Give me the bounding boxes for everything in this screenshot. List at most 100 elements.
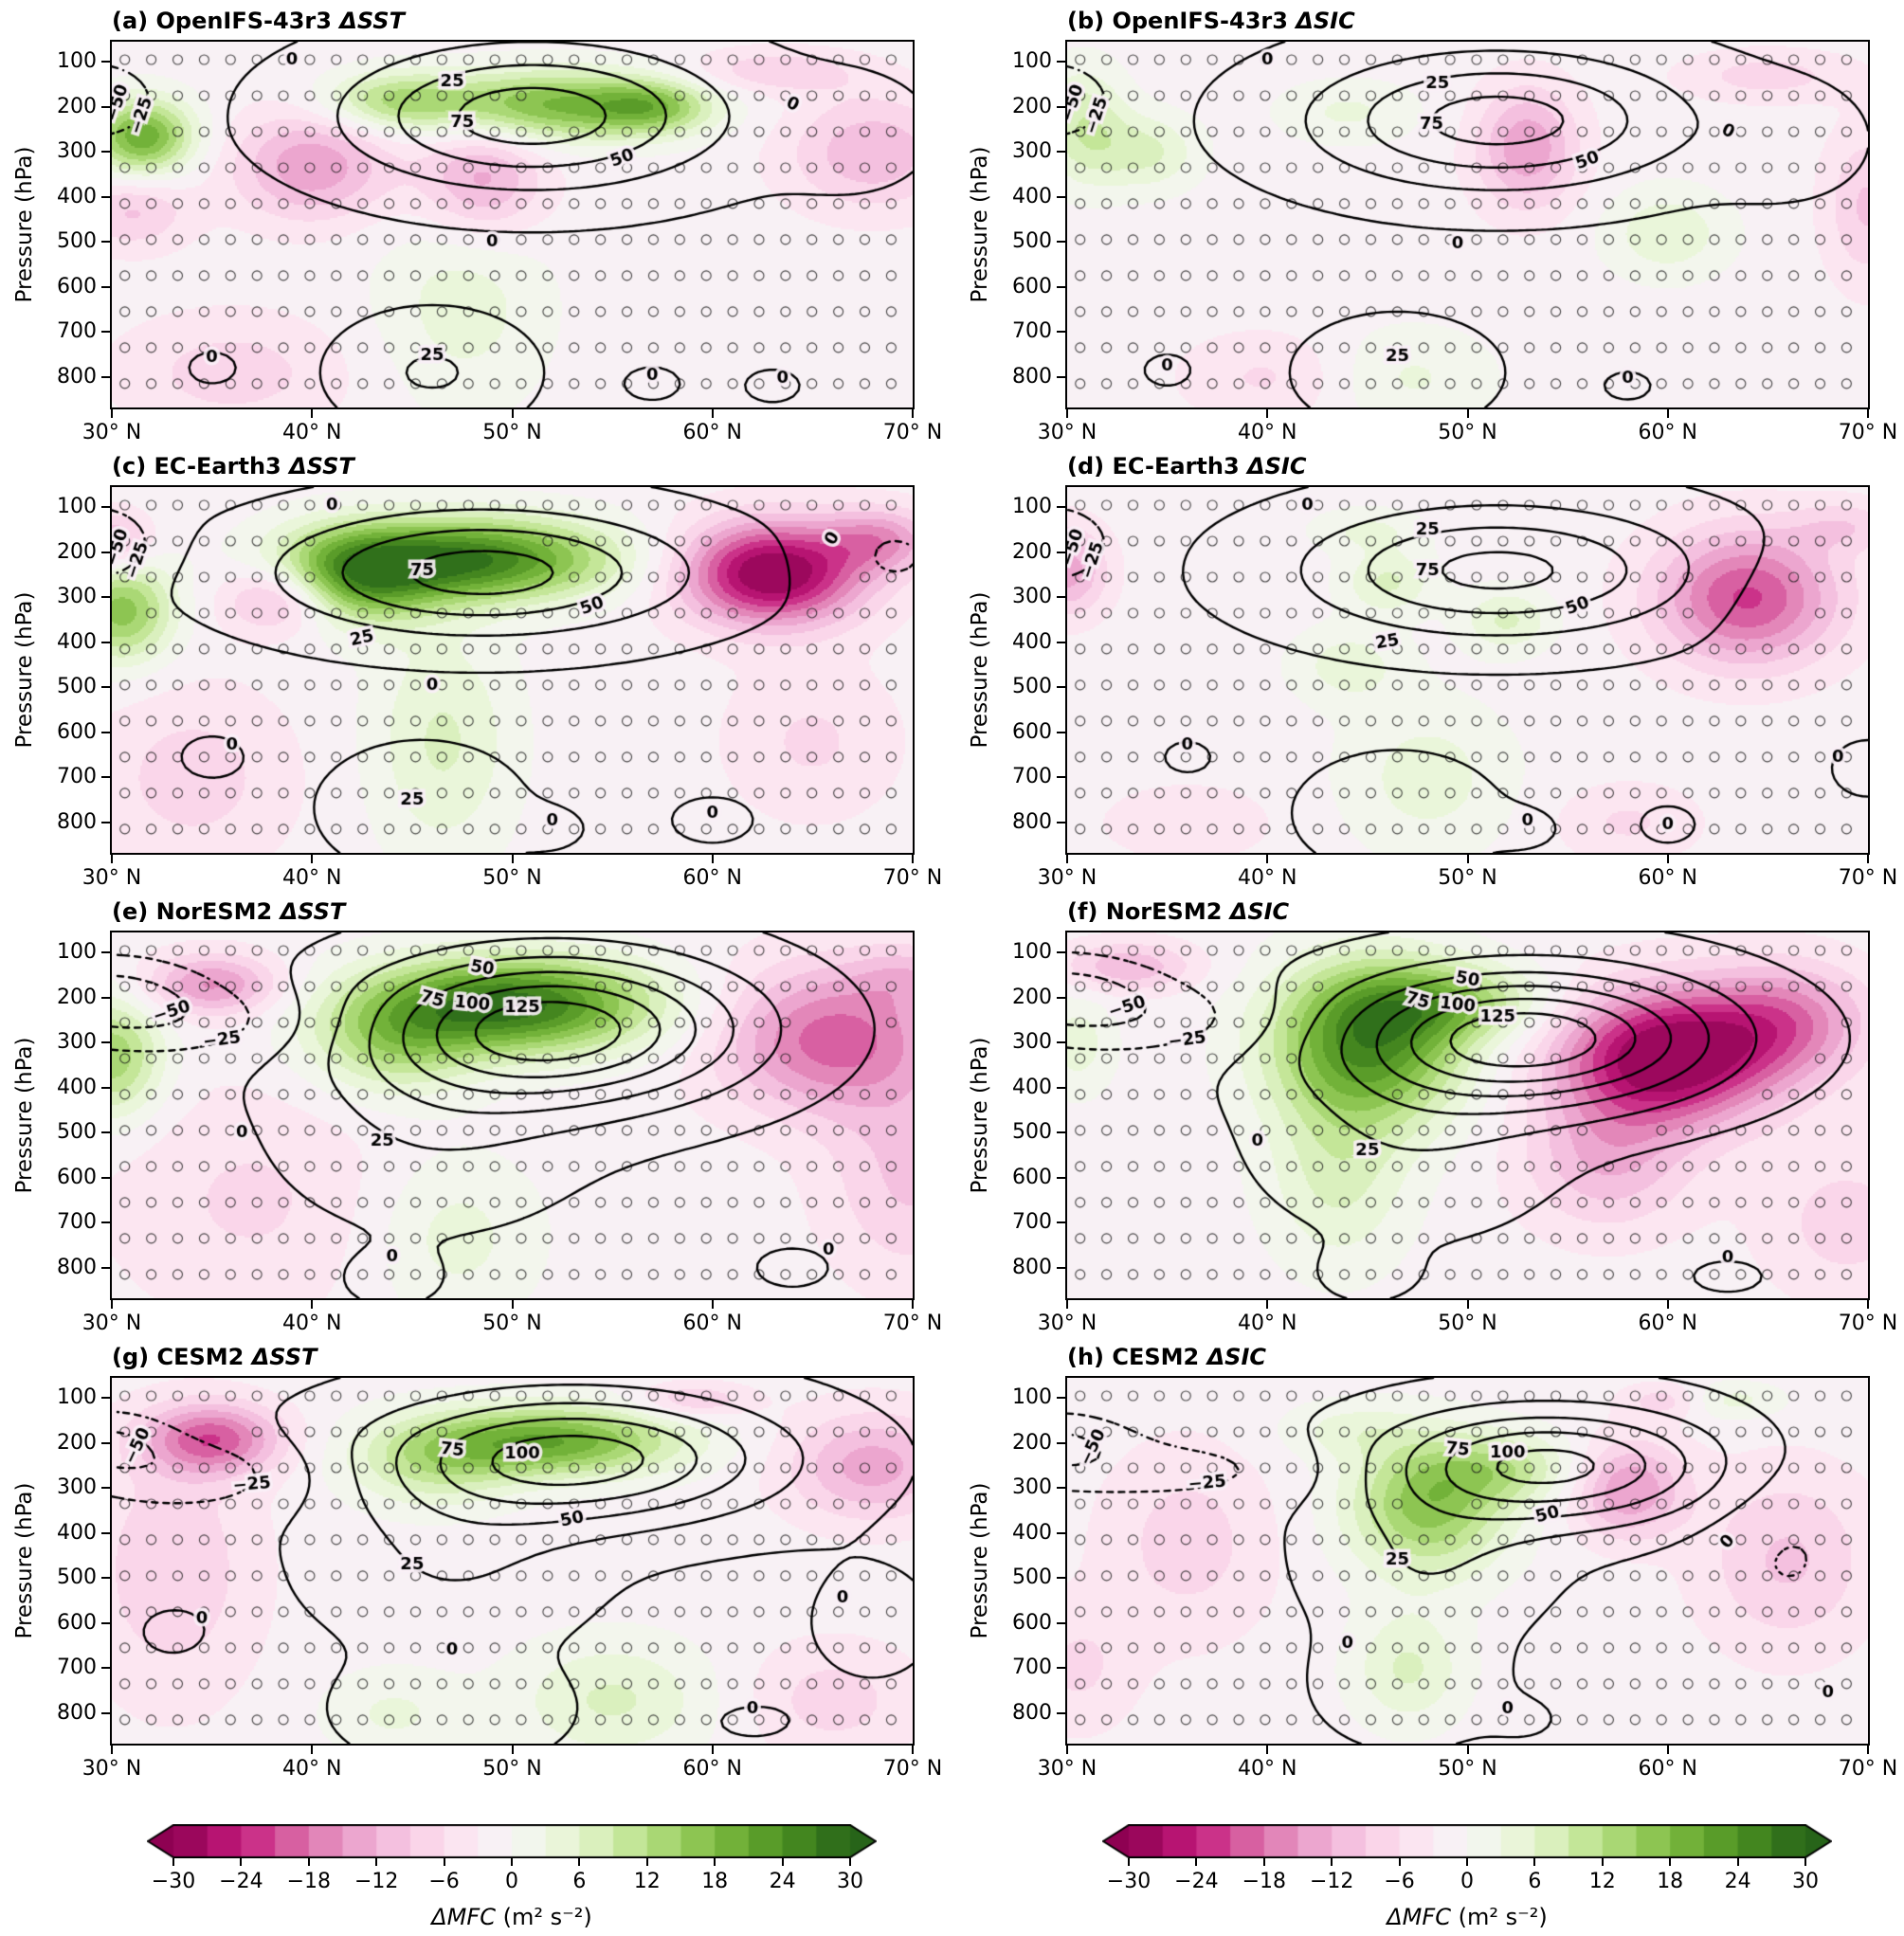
y-tick-label: 600 [1012, 719, 1052, 744]
panel-canvas-h [1067, 1378, 1868, 1744]
x-tick-label: 60° N [682, 1312, 742, 1335]
y-tick [101, 1397, 110, 1400]
x-tick [311, 1300, 314, 1309]
x-tick [311, 1746, 314, 1754]
x-tick [511, 855, 514, 863]
panel-title-c: (c) EC-Earth3 ΔSST [112, 453, 354, 479]
y-tick-label: 200 [57, 985, 97, 1009]
y-tick [101, 1487, 110, 1490]
x-tick-label: 50° N [1438, 866, 1497, 890]
colorbar-tick [1262, 1858, 1265, 1866]
colorbar-tick-label: 12 [1588, 1870, 1616, 1893]
x-tick-label: 30° N [1037, 1312, 1097, 1335]
y-tick [101, 1266, 110, 1269]
x-tick [1666, 855, 1669, 863]
x-tick-label: 50° N [1438, 421, 1497, 444]
y-axis-label: Pressure (hPa) [12, 591, 37, 749]
colorbar-tick [443, 1858, 445, 1866]
colorbar-tick-label: −6 [1384, 1870, 1415, 1893]
y-tick [1057, 1487, 1065, 1490]
panel-title-b: (b) OpenIFS-43r3 ΔSIC [1067, 8, 1355, 34]
x-tick [1666, 1746, 1669, 1754]
y-tick [1057, 821, 1065, 823]
y-tick-label: 600 [1012, 274, 1052, 299]
x-tick-label: 40° N [282, 421, 342, 444]
x-tick [511, 1300, 514, 1309]
y-axis-label: Pressure (hPa) [968, 1037, 992, 1194]
y-tick [101, 821, 110, 823]
y-tick [1057, 596, 1065, 599]
x-tick-label: 50° N [482, 421, 542, 444]
colorbar-tick-label: −6 [428, 1870, 460, 1893]
y-tick [101, 776, 110, 779]
panel-canvas-b [1067, 42, 1868, 407]
colorbar-label-math: ΔMFC [1387, 1904, 1451, 1930]
y-tick [101, 105, 110, 108]
x-tick-label: 30° N [82, 1757, 142, 1781]
y-tick [101, 1621, 110, 1624]
panel-title-math: ΔSST [251, 1344, 317, 1370]
y-tick [1057, 285, 1065, 288]
colorbar-tick [1736, 1858, 1739, 1866]
y-tick [1057, 61, 1065, 63]
y-tick-label: 300 [57, 1475, 97, 1500]
colorbar-tick [1533, 1858, 1536, 1866]
y-tick-label: 400 [1012, 629, 1052, 654]
panel-plot-g [110, 1376, 915, 1746]
x-tick [1466, 1746, 1469, 1754]
y-tick-label: 800 [57, 364, 97, 389]
x-tick [1266, 1746, 1269, 1754]
y-tick-label: 400 [57, 184, 97, 208]
y-tick [1057, 1441, 1065, 1444]
y-axis-label: Pressure (hPa) [968, 146, 992, 303]
x-tick [711, 855, 714, 863]
panel-title-text: (a) OpenIFS-43r3 [112, 8, 340, 34]
panel-plot-c [110, 485, 915, 855]
colorbar-tick [307, 1858, 310, 1866]
y-tick-label: 300 [57, 139, 97, 164]
y-axis-label: Pressure (hPa) [12, 1037, 37, 1194]
panel-canvas-e [112, 932, 913, 1298]
y-tick-label: 200 [57, 94, 97, 118]
y-tick-label: 800 [57, 1700, 97, 1725]
y-tick [101, 1711, 110, 1714]
y-tick [1057, 1041, 1065, 1044]
colorbar-tick-label: −18 [1242, 1870, 1287, 1893]
panel-title-a: (a) OpenIFS-43r3 ΔSST [112, 8, 405, 34]
y-tick [101, 1176, 110, 1179]
y-tick [1057, 151, 1065, 154]
y-tick-label: 100 [1012, 495, 1052, 519]
x-tick-label: 40° N [282, 1757, 342, 1781]
y-tick-label: 200 [1012, 985, 1052, 1009]
y-tick-label: 400 [57, 1520, 97, 1545]
colorbar [147, 1824, 877, 1858]
y-tick [1057, 1577, 1065, 1580]
colorbar-canvas [1102, 1824, 1832, 1858]
colorbar-tick [511, 1858, 513, 1866]
y-tick-label: 300 [57, 1030, 97, 1055]
y-axis-label: Pressure (hPa) [12, 146, 37, 303]
colorbar-tick-label: −12 [1309, 1870, 1354, 1893]
y-tick-label: 400 [57, 629, 97, 654]
y-axis-label: Pressure (hPa) [968, 1482, 992, 1639]
y-tick-label: 600 [1012, 1610, 1052, 1635]
x-tick [912, 1300, 914, 1309]
y-tick-label: 800 [57, 809, 97, 834]
y-tick-label: 600 [57, 719, 97, 744]
panel-plot-b [1065, 40, 1870, 409]
y-tick-label: 700 [57, 765, 97, 789]
y-tick [1057, 331, 1065, 334]
y-tick [1057, 996, 1065, 999]
y-tick [101, 1221, 110, 1224]
x-tick-label: 30° N [82, 421, 142, 444]
y-tick-label: 700 [1012, 319, 1052, 344]
x-tick-label: 60° N [1638, 421, 1697, 444]
x-tick [1266, 409, 1269, 418]
panel-canvas-d [1067, 487, 1868, 853]
colorbar-tick [1195, 1858, 1198, 1866]
y-tick-label: 700 [57, 1656, 97, 1680]
panel-title-text: (c) EC-Earth3 [112, 453, 290, 479]
panel-title-h: (h) CESM2 ΔSIC [1067, 1344, 1266, 1370]
y-tick-label: 300 [1012, 1030, 1052, 1055]
panel-plot-h [1065, 1376, 1870, 1746]
